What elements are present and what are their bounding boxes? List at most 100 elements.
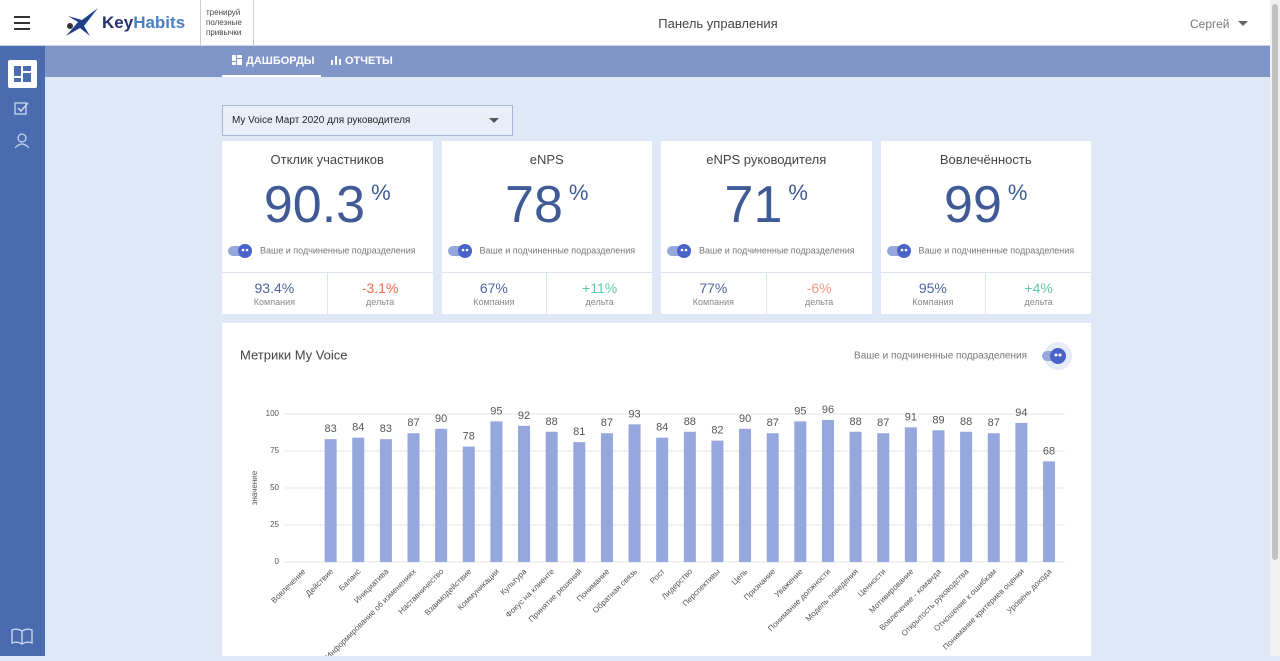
logo-key: Key <box>102 13 134 32</box>
toggle-label: Ваше и подчиненные подразделения <box>918 245 1075 256</box>
value-label: 68 <box>1043 445 1055 457</box>
bar <box>324 439 337 562</box>
value-label: 93 <box>628 408 640 420</box>
bar <box>904 427 917 562</box>
logo-icon <box>66 8 98 36</box>
value-label: 88 <box>546 416 558 428</box>
delta-label: дельта <box>805 297 834 307</box>
value-label: 84 <box>656 422 668 434</box>
kpi-card: Отклик участников 90.3% Ваше и подчиненные… <box>222 141 433 315</box>
value-label: 95 <box>490 405 502 417</box>
delta-value: +11% <box>582 280 618 296</box>
kpi-title: Отклик участников <box>270 152 384 167</box>
company: 77% Компания <box>661 273 766 315</box>
toggle-label: Ваше и подчиненные подразделения <box>260 245 416 256</box>
value-label: 89 <box>932 414 944 426</box>
kpi-value: 90.3% <box>222 175 433 235</box>
toggle-switch[interactable] <box>228 244 254 258</box>
toggle-switch[interactable] <box>886 244 913 258</box>
y-tick-label: 50 <box>270 483 279 492</box>
value-label: 88 <box>849 416 861 428</box>
bar <box>877 433 890 562</box>
bar <box>600 433 613 562</box>
nav-profile[interactable] <box>13 132 31 150</box>
kpi-number: 90.3 <box>263 176 366 234</box>
bar <box>628 424 641 562</box>
tab-label: ДАШБОРДЫ <box>246 55 315 67</box>
bar <box>711 440 724 562</box>
delta-label: дельта <box>1024 297 1053 307</box>
kpi-cards: Отклик участников 90.3% Ваше и подчиненные… <box>222 141 1091 315</box>
value-label: 83 <box>325 423 337 435</box>
value-label: 87 <box>407 417 419 429</box>
value-label: 87 <box>988 417 1000 429</box>
delta-label: дельта <box>585 297 614 307</box>
company-value: 67% <box>479 280 508 296</box>
bar <box>462 446 475 562</box>
value-label: 81 <box>573 426 585 438</box>
kpi-compare: 77% Компания -6% дельта <box>661 272 872 315</box>
value-label: 84 <box>352 422 364 434</box>
header: KeyHabits тренируй полезные привычки Панел… <box>0 0 1270 46</box>
y-tick-label: 25 <box>270 520 279 529</box>
scrollbar[interactable] <box>1270 0 1280 656</box>
kpi-unit: % <box>1007 180 1028 205</box>
tab-label: ОТЧЕТЫ <box>345 55 393 67</box>
company-value: 95% <box>918 280 947 296</box>
delta-label: дельта <box>366 297 395 307</box>
company-label: Компания <box>692 297 734 307</box>
bar <box>573 442 586 562</box>
bar <box>490 421 503 562</box>
toggle-switch[interactable] <box>447 244 474 258</box>
user-menu[interactable]: Сергей <box>1190 17 1254 31</box>
menu-button[interactable] <box>12 14 32 32</box>
company: 93.4% Компания <box>222 273 327 315</box>
kpi-card: eNPS руководителя 71% Ваше и подчиненные п… <box>661 141 872 315</box>
kpi-unit: % <box>568 180 589 205</box>
user-name: Сергей <box>1190 17 1230 31</box>
tagline-line: тренируй <box>206 8 241 17</box>
tab-reports[interactable]: ОТЧЕТЫ <box>331 46 393 77</box>
kpi-value: 71% <box>661 175 872 235</box>
toggle: Ваше и подчиненные подразделения <box>447 244 648 258</box>
delta-value: +4% <box>1024 280 1053 296</box>
kpi-number: 99 <box>944 176 1002 234</box>
y-tick-label: 75 <box>270 446 279 455</box>
y-axis-label: значение <box>250 470 259 505</box>
toggle-label: Ваше и подчиненные подразделения <box>479 245 636 256</box>
toggle-switch[interactable] <box>667 244 693 258</box>
toggle-label: Ваше и подчиненные подразделения <box>699 245 855 256</box>
delta: +4% дельта <box>985 273 1091 315</box>
bar <box>518 425 531 562</box>
value-label: 87 <box>877 417 889 429</box>
nav-dashboard[interactable] <box>8 60 37 88</box>
value-label: 87 <box>767 417 779 429</box>
kpi-value: 78% <box>442 175 653 235</box>
company: 95% Компания <box>881 273 986 315</box>
chart-toggle[interactable] <box>1042 342 1072 370</box>
bar <box>683 431 696 562</box>
bar <box>1015 422 1028 562</box>
chart-card: Метрики My Voice Ваше и подчиненные подр… <box>222 323 1091 661</box>
bar <box>379 439 392 562</box>
delta-value: -3.1% <box>361 280 399 296</box>
value-label: 92 <box>518 410 530 422</box>
value-label: 90 <box>435 413 447 425</box>
logo: KeyHabits <box>102 13 185 33</box>
report-selector[interactable]: My Voice Март 2020 для руководителя <box>222 105 513 136</box>
kpi-number: 78 <box>505 176 563 234</box>
y-tick-label: 100 <box>266 409 280 418</box>
page-title: Панель управления <box>658 16 778 31</box>
bar <box>1043 461 1056 562</box>
tagline-line: привычки <box>206 28 242 37</box>
value-label: 78 <box>463 431 475 443</box>
tab-dashboards[interactable]: ДАШБОРДЫ <box>222 46 321 77</box>
value-label: 96 <box>822 404 834 416</box>
value-label: 90 <box>739 413 751 425</box>
nav-help[interactable] <box>10 626 34 646</box>
subnav: ДАШБОРДЫ ОТЧЕТЫ <box>45 46 1270 77</box>
value-label: 88 <box>684 416 696 428</box>
kpi-compare: 67% Компания +11% дельта <box>441 272 652 315</box>
bar <box>739 428 752 562</box>
nav-tasks[interactable] <box>14 100 30 116</box>
